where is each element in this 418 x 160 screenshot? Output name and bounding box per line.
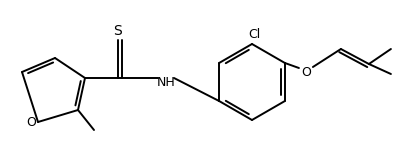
Text: O: O <box>301 67 311 80</box>
Text: Cl: Cl <box>248 28 260 40</box>
Text: O: O <box>26 116 36 128</box>
Text: NH: NH <box>157 76 176 89</box>
Text: S: S <box>114 24 122 38</box>
